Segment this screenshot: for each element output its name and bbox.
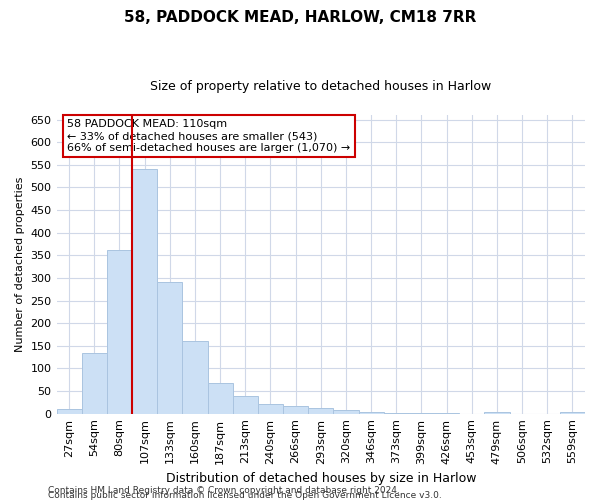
- Bar: [258, 404, 283, 413]
- Bar: [359, 412, 383, 414]
- Bar: [56, 409, 82, 414]
- Y-axis label: Number of detached properties: Number of detached properties: [15, 176, 25, 352]
- Bar: [409, 413, 434, 414]
- Text: Contains public sector information licensed under the Open Government Licence v3: Contains public sector information licen…: [48, 491, 442, 500]
- Bar: [434, 413, 459, 414]
- Bar: [107, 250, 132, 414]
- Bar: [157, 282, 182, 414]
- Bar: [208, 384, 233, 414]
- Bar: [484, 412, 509, 414]
- Bar: [182, 342, 208, 413]
- Text: Contains HM Land Registry data © Crown copyright and database right 2024.: Contains HM Land Registry data © Crown c…: [48, 486, 400, 495]
- Title: Size of property relative to detached houses in Harlow: Size of property relative to detached ho…: [150, 80, 491, 93]
- Text: 58, PADDOCK MEAD, HARLOW, CM18 7RR: 58, PADDOCK MEAD, HARLOW, CM18 7RR: [124, 10, 476, 25]
- Bar: [82, 352, 107, 414]
- X-axis label: Distribution of detached houses by size in Harlow: Distribution of detached houses by size …: [166, 472, 476, 485]
- Bar: [283, 406, 308, 413]
- Bar: [560, 412, 585, 414]
- Bar: [233, 396, 258, 413]
- Text: 58 PADDOCK MEAD: 110sqm
← 33% of detached houses are smaller (543)
66% of semi-d: 58 PADDOCK MEAD: 110sqm ← 33% of detache…: [67, 120, 350, 152]
- Bar: [334, 410, 359, 414]
- Bar: [383, 413, 409, 414]
- Bar: [132, 170, 157, 414]
- Bar: [308, 408, 334, 414]
